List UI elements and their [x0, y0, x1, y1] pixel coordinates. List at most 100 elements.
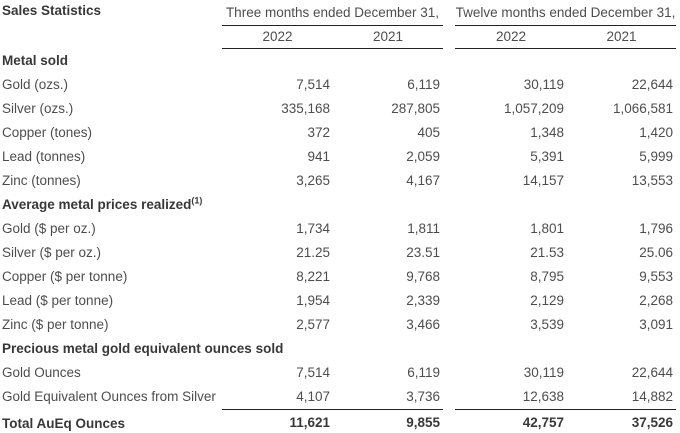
section-row: Precious metal gold equivalent ounces so… — [0, 337, 676, 361]
row-label: Lead ($ per tonne) — [2, 293, 114, 308]
row-label: Silver ($ per oz.) — [2, 245, 102, 260]
value-cell: 4,167 — [406, 173, 440, 188]
table-row: Copper (tones) 372 405 1,348 1,420 — [0, 121, 676, 145]
year-header-row: 2022 2021 2022 2021 — [0, 25, 676, 49]
value-cell: 12,638 — [522, 389, 564, 404]
value-cell: 2,577 — [296, 317, 330, 332]
column-gap — [443, 97, 455, 121]
value-cell: 3,466 — [406, 317, 440, 332]
value-cell: 9,855 — [333, 408, 443, 433]
value-cell: 42,757 — [455, 408, 567, 433]
group-header-three-months: Three months ended December 31, — [222, 0, 443, 26]
value-cell — [455, 337, 567, 361]
table-row: Lead (tonnes) 941 2,059 5,391 5,999 — [0, 145, 676, 169]
row-label: Zinc ($ per tonne) — [2, 317, 109, 332]
row-label: Lead (tonnes) — [2, 149, 86, 164]
column-gap — [443, 265, 455, 289]
value-cell: 3,265 — [296, 173, 330, 188]
value-cell: 25.06 — [639, 245, 673, 260]
column-gap — [443, 289, 455, 313]
table-body: Metal sold Gold (ozs.) 7,514 6,119 30,119 22,… — [0, 48, 676, 433]
value-cell: 2,059 — [406, 149, 440, 164]
value-cell: 5,999 — [639, 149, 673, 164]
table-row: Gold Ounces 7,514 6,119 30,119 22,644 — [0, 361, 676, 385]
column-gap — [443, 241, 455, 265]
value-cell: 335,168 — [281, 101, 330, 116]
column-gap — [443, 121, 455, 145]
table-row: Gold Equivalent Ounces from Silver 4,107 3… — [0, 385, 676, 410]
value-cell — [333, 48, 443, 73]
value-cell: 23.51 — [406, 245, 440, 260]
year-header-q-2022: 2022 — [222, 25, 333, 49]
value-cell — [455, 48, 567, 73]
table-row: Silver ($ per oz.) 21.25 23.51 21.53 25.06 — [0, 241, 676, 265]
column-gap — [443, 0, 455, 25]
value-cell: 2,129 — [530, 293, 564, 308]
value-cell: 21.53 — [530, 245, 564, 260]
value-cell: 1,801 — [530, 221, 564, 236]
value-cell: 4,107 — [296, 389, 330, 404]
table-row: Silver (ozs.) 335,168 287,805 1,057,209 1,06… — [0, 97, 676, 121]
value-cell: 30,119 — [523, 365, 564, 380]
value-cell: 372 — [307, 125, 330, 140]
year-header-y-2021: 2021 — [567, 25, 676, 49]
row-label: Zinc (tonnes) — [2, 173, 81, 188]
value-cell: 8,795 — [530, 269, 564, 284]
value-cell: 2,268 — [639, 293, 673, 308]
row-label: Gold (ozs.) — [2, 77, 69, 92]
value-cell: 22,644 — [631, 365, 673, 380]
table-row: Copper ($ per tonne) 8,221 9,768 8,795 9,553 — [0, 265, 676, 289]
row-label: Copper ($ per tonne) — [2, 269, 128, 284]
value-cell: 1,954 — [296, 293, 330, 308]
row-label: Gold Ounces — [2, 365, 81, 380]
column-gap — [443, 145, 455, 169]
value-cell: 1,796 — [639, 221, 673, 236]
value-cell: 14,157 — [522, 173, 564, 188]
table-title: Sales Statistics — [2, 3, 102, 18]
value-cell — [567, 48, 676, 73]
value-cell: 287,805 — [391, 101, 440, 116]
column-gap — [443, 25, 455, 48]
total-row: Total AuEq Ounces 11,621 9,855 42,757 37,526 — [0, 408, 676, 433]
value-cell: 14,882 — [631, 389, 673, 404]
value-cell — [222, 193, 333, 217]
value-cell: 7,514 — [296, 77, 330, 92]
value-cell — [567, 337, 676, 361]
value-cell: 3,539 — [530, 317, 564, 332]
value-cell: 6,119 — [407, 77, 440, 92]
value-cell: 1,420 — [639, 125, 673, 140]
value-cell: 3,091 — [639, 317, 673, 332]
value-cell: 8,221 — [296, 269, 330, 284]
value-cell: 7,514 — [296, 365, 330, 380]
column-gap — [443, 337, 455, 361]
value-cell: 6,119 — [407, 365, 440, 380]
column-gap — [443, 169, 455, 193]
row-label: Silver (ozs.) — [2, 101, 74, 116]
column-gap — [443, 409, 455, 433]
value-cell: 2,339 — [406, 293, 440, 308]
year-header-y-2022: 2022 — [455, 25, 567, 49]
section-row: Average metal prices realized(1) — [0, 193, 676, 217]
column-gap — [443, 48, 455, 73]
value-cell: 405 — [417, 125, 440, 140]
group-header-row: Sales Statistics Three months ended Dece… — [0, 0, 676, 26]
value-cell: 21.25 — [296, 245, 330, 260]
value-cell: 1,348 — [530, 125, 564, 140]
value-cell: 1,811 — [407, 221, 440, 236]
table-row: Gold ($ per oz.) 1,734 1,811 1,801 1,796 — [0, 217, 676, 241]
column-gap — [443, 385, 455, 410]
value-cell: 941 — [307, 149, 330, 164]
value-cell: 13,553 — [631, 173, 673, 188]
table-row: Lead ($ per tonne) 1,954 2,339 2,129 2,268 — [0, 289, 676, 313]
value-cell: 30,119 — [523, 77, 564, 92]
row-label: Metal sold — [2, 52, 69, 68]
value-cell: 37,526 — [567, 408, 676, 433]
value-cell: 1,066,581 — [612, 101, 673, 116]
section-row: Metal sold — [0, 48, 676, 73]
value-cell — [222, 48, 333, 73]
table-row: Zinc (tonnes) 3,265 4,167 14,157 13,553 — [0, 169, 676, 193]
column-gap — [443, 313, 455, 337]
value-cell — [333, 337, 443, 361]
column-gap — [443, 217, 455, 241]
